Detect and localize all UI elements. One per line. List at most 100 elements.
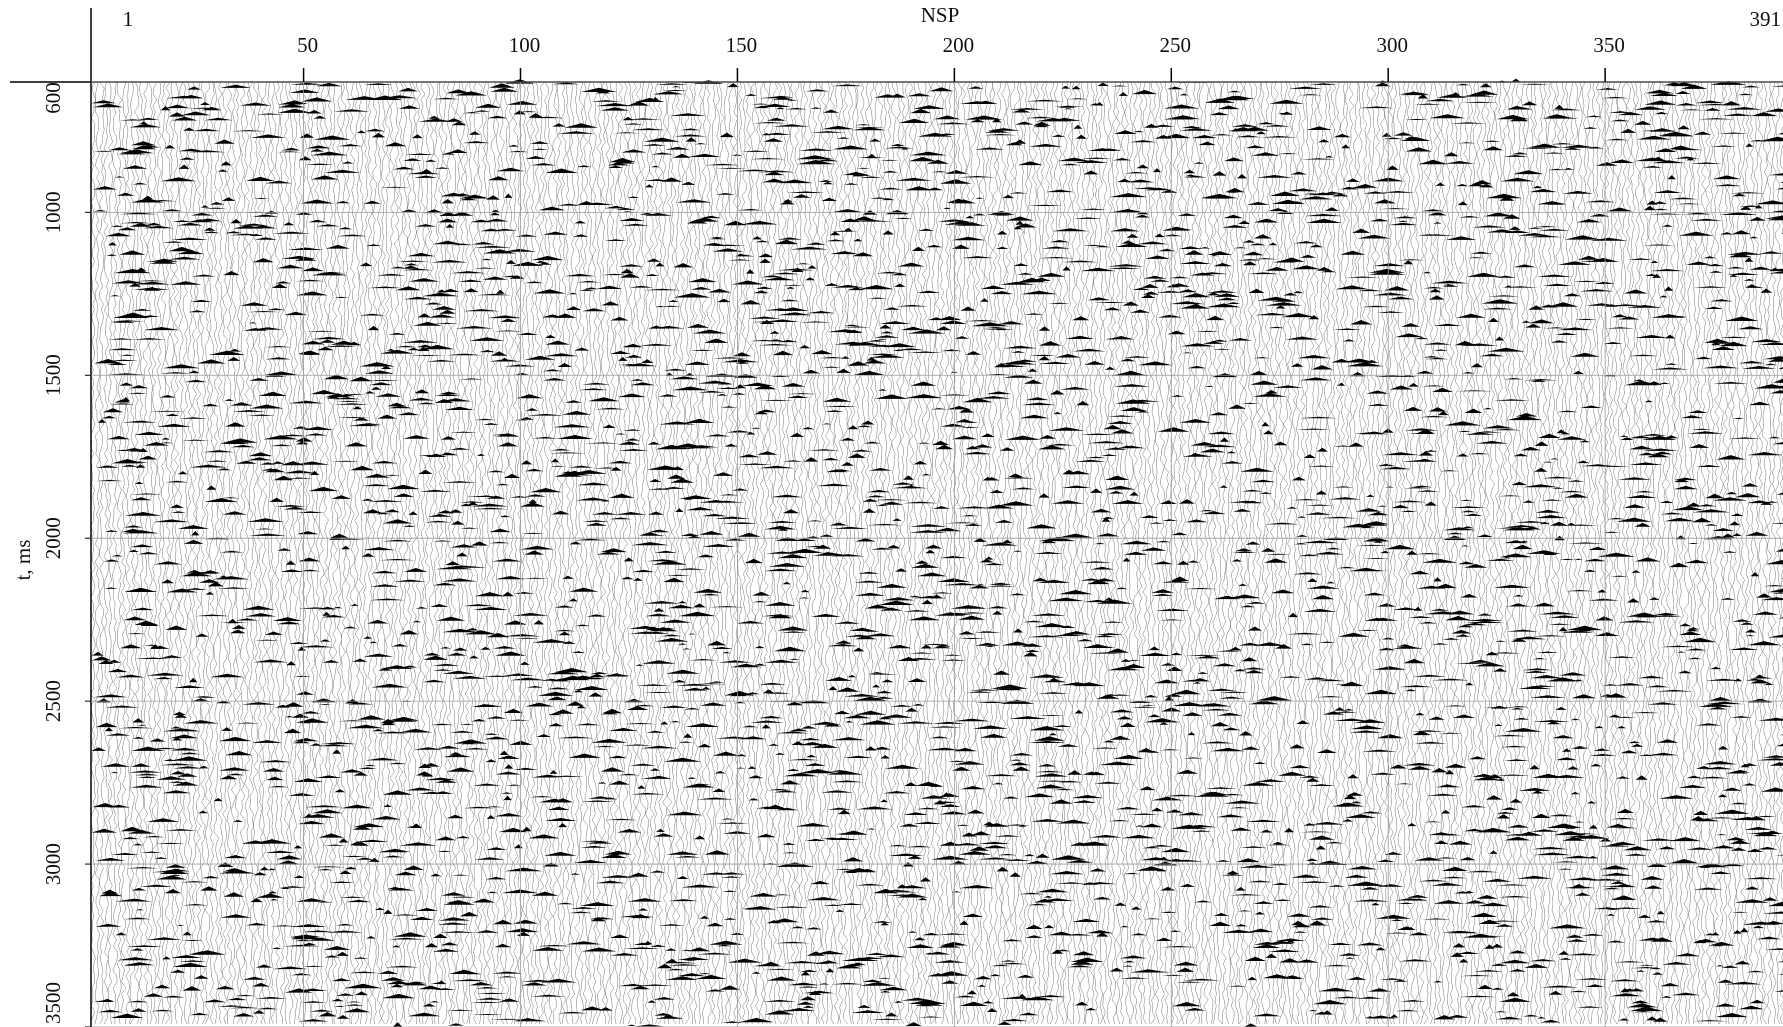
trace — [1023, 82, 1028, 1024]
wavelet — [1258, 297, 1294, 301]
wavelet — [1645, 400, 1654, 402]
wavelet — [828, 686, 837, 690]
wavelet — [1322, 537, 1350, 540]
wavelet — [1418, 880, 1449, 882]
wavelet — [909, 524, 947, 527]
wavelet — [1608, 842, 1637, 845]
wavelet — [647, 1000, 656, 1003]
wavelet — [841, 356, 850, 359]
wavelet — [1758, 718, 1783, 721]
wavelet — [1518, 233, 1551, 236]
wavelet — [885, 1013, 898, 1017]
wavelet — [613, 132, 639, 133]
wavelet — [433, 98, 459, 100]
wavelet — [1245, 820, 1281, 822]
wavelet — [1033, 552, 1063, 554]
wavelet — [1187, 560, 1199, 562]
wavelet — [1050, 871, 1085, 874]
wavelet — [1436, 785, 1462, 787]
wavelet — [1067, 965, 1092, 967]
wavelet — [1167, 87, 1184, 90]
wavelet — [764, 969, 795, 970]
wavelet — [1318, 988, 1353, 992]
wavelet — [832, 983, 864, 985]
wavelet — [1184, 170, 1196, 174]
wavelet — [810, 107, 822, 109]
wavelet — [203, 231, 220, 233]
wavelet — [1110, 228, 1140, 231]
wavelet — [1461, 545, 1470, 546]
wavelet — [1649, 597, 1660, 600]
wavelet — [655, 83, 688, 84]
wavelet — [569, 588, 599, 592]
wavelet — [1074, 125, 1083, 129]
wavelet — [1586, 984, 1604, 987]
wavelet — [1137, 242, 1168, 245]
wavelet — [1036, 784, 1066, 788]
wavelet — [1018, 161, 1043, 165]
wavelet — [165, 626, 187, 630]
wavelet — [1195, 331, 1220, 332]
wavelet — [106, 254, 117, 256]
wavelet — [1603, 532, 1620, 533]
wavelet — [1587, 801, 1596, 804]
wavelet — [1363, 593, 1386, 596]
wavelet — [1013, 629, 1023, 633]
wavelet — [1711, 932, 1719, 935]
trace — [421, 82, 426, 1024]
wavelet — [767, 789, 791, 790]
wavelet — [1063, 261, 1099, 263]
wavelet — [1018, 1013, 1038, 1016]
wavelet — [407, 348, 420, 351]
wavelet — [1116, 716, 1132, 719]
wavelet — [863, 499, 878, 502]
wavelet — [986, 585, 1016, 586]
wavelet — [1733, 418, 1745, 419]
wavelet — [1675, 103, 1697, 106]
wavelet — [138, 725, 147, 726]
wavelet — [1304, 454, 1316, 458]
wavelet — [1303, 609, 1337, 612]
trace — [940, 82, 945, 1024]
wavelet — [936, 122, 969, 124]
trace — [1274, 82, 1279, 1024]
trace — [394, 82, 399, 1024]
trace — [157, 82, 162, 1024]
wavelet — [676, 199, 712, 202]
wavelet — [1171, 577, 1189, 582]
wavelet — [232, 625, 246, 629]
trace — [654, 82, 659, 1024]
wavelet — [499, 998, 520, 1001]
wavelet — [1309, 836, 1335, 840]
wavelet — [1723, 788, 1742, 791]
wavelet — [1223, 215, 1243, 218]
wavelet — [172, 117, 198, 121]
trace — [1683, 82, 1688, 1024]
wavelet — [1224, 157, 1244, 161]
wavelet — [1407, 895, 1429, 898]
wavelet — [1144, 695, 1158, 698]
wavelet — [1523, 379, 1557, 380]
wavelet — [1476, 895, 1498, 899]
wavelet — [986, 391, 1011, 394]
wavelet — [818, 983, 830, 984]
wavelet — [480, 647, 490, 650]
wavelet — [1631, 1000, 1649, 1003]
wavelet — [391, 914, 419, 915]
trace — [1160, 82, 1165, 1024]
trace — [623, 82, 628, 1024]
wavelet — [1732, 193, 1746, 196]
wavelet — [192, 129, 220, 131]
wavelet — [1164, 795, 1199, 797]
wavelet — [713, 472, 734, 476]
wavelet — [1732, 619, 1751, 622]
wavelet — [1109, 968, 1123, 972]
wavelet — [177, 223, 203, 226]
wavelet — [1548, 302, 1579, 307]
wavelet — [604, 851, 632, 855]
wavelet — [1725, 317, 1759, 322]
wavelet — [1334, 711, 1357, 712]
wavelet — [95, 858, 125, 861]
wavelet — [1311, 918, 1334, 920]
wavelet — [93, 186, 118, 189]
